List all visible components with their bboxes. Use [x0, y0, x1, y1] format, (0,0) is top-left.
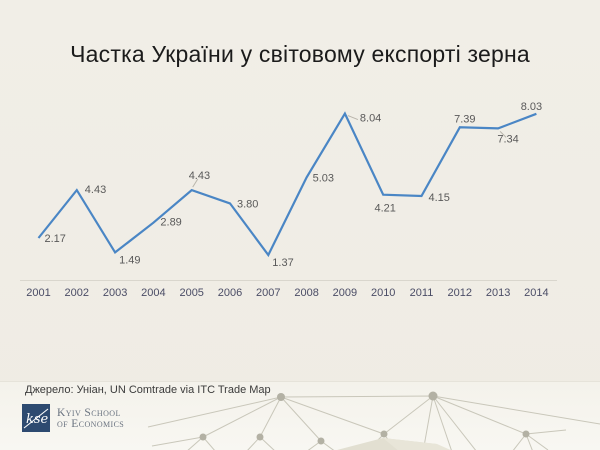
- year-label: 2002: [65, 287, 89, 299]
- data-label: 4.43: [189, 170, 210, 182]
- source-note: Джерело: Уніан, UN Comtrade via ITC Trad…: [25, 384, 271, 396]
- year-label: 2010: [371, 287, 395, 299]
- year-label: 2001: [26, 287, 50, 299]
- year-label: 2003: [103, 287, 127, 299]
- year-label: 2014: [524, 287, 548, 299]
- data-label: 4.43: [85, 184, 106, 196]
- network-watermark-graphic: [147, 391, 600, 450]
- kse-monogram-text: kse: [26, 412, 49, 427]
- kse-logo-icon: kse: [22, 404, 50, 432]
- label-leader-line: [192, 178, 199, 188]
- data-label: 8.04: [360, 113, 381, 125]
- year-label: 2008: [294, 287, 318, 299]
- year-label: 2005: [179, 287, 203, 299]
- year-label: 2011: [410, 287, 434, 299]
- data-label: 5.03: [313, 172, 334, 184]
- data-label: 7.34: [497, 133, 518, 145]
- kse-logo: kse Kyiv School of Economics: [22, 404, 124, 432]
- data-label: 3.80: [237, 198, 258, 210]
- year-label: 2009: [333, 287, 357, 299]
- kse-logo-line1: Kyiv School: [57, 407, 121, 419]
- data-label: 4.15: [429, 192, 450, 204]
- data-label: 1.37: [272, 257, 293, 269]
- kse-monogram-icon: kse: [23, 408, 49, 429]
- year-label: 2013: [486, 287, 510, 299]
- data-label: 4.21: [374, 203, 395, 215]
- year-label: 2004: [141, 287, 165, 299]
- label-leader-line: [347, 115, 359, 121]
- data-label: 2.89: [160, 217, 181, 229]
- year-label: 2012: [448, 287, 472, 299]
- data-label: 1.49: [119, 254, 140, 266]
- year-label: 2007: [256, 287, 280, 299]
- data-label: 2.17: [45, 233, 66, 245]
- data-line: [37, 111, 537, 258]
- year-label: 2006: [218, 287, 242, 299]
- data-label: 7.39: [454, 113, 475, 125]
- kse-logo-line2: of Economics: [57, 417, 125, 430]
- label-leader-line: [499, 131, 507, 138]
- data-label: 8.03: [521, 101, 542, 113]
- kse-logo-text: Kyiv School of Economics: [57, 408, 124, 429]
- footer-band: [0, 382, 600, 450]
- chart-title: Частка України у світовому експорті зерн…: [70, 41, 530, 67]
